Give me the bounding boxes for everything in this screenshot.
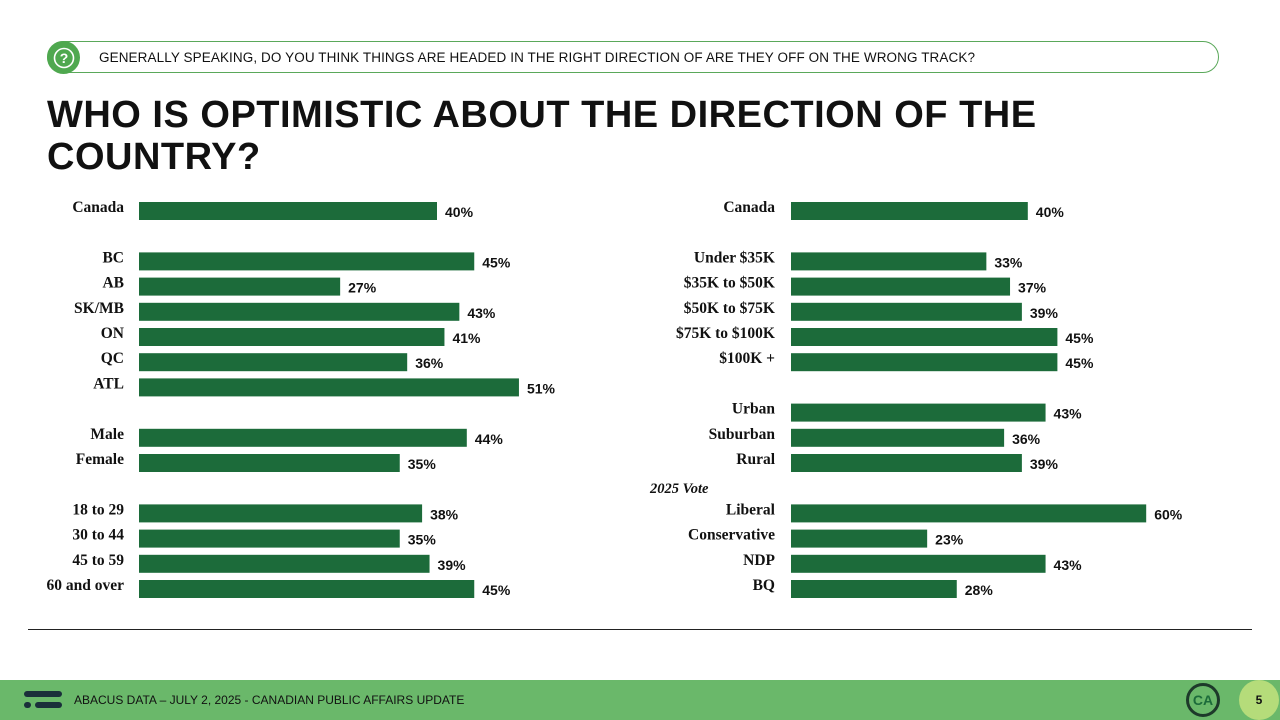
value-label-atl: 51% <box>527 380 556 396</box>
row-label-100k: $100K + <box>719 350 775 367</box>
value-label-female: 35% <box>408 456 437 472</box>
row-label-on: ON <box>101 325 124 342</box>
bar-50k-to-75k <box>791 302 1022 321</box>
value-label-30-to-44: 35% <box>408 532 437 548</box>
bar-female <box>139 454 400 472</box>
value-label-qc: 36% <box>415 355 444 371</box>
row-label-45-to-59: 45 to 59 <box>72 552 124 569</box>
value-label-60-and-over: 45% <box>482 582 511 598</box>
bar-rural <box>791 454 1022 472</box>
value-label-ndp: 43% <box>1054 557 1083 573</box>
footer-text: ABACUS DATA – JULY 2, 2025 - CANADIAN PU… <box>74 693 465 707</box>
value-label-suburban: 36% <box>1012 431 1041 447</box>
value-label-75k-to-100k: 45% <box>1065 330 1094 346</box>
question-circle-icon: ? <box>47 41 80 74</box>
bar-under-35k <box>791 252 987 271</box>
value-label-bq: 28% <box>965 582 994 598</box>
page-number: 5 <box>1239 680 1279 720</box>
row-label-canada: Canada <box>72 199 124 216</box>
abacus-logo-icon <box>24 689 64 716</box>
bar-75k-to-100k <box>791 328 1058 346</box>
bar-canada <box>791 202 1028 220</box>
brand-badge: CA <box>1186 683 1220 717</box>
row-label-canada: Canada <box>723 199 775 216</box>
bar-60-and-over <box>139 580 475 598</box>
divider <box>28 629 1252 630</box>
row-label-male: Male <box>90 426 124 443</box>
row-label-urban: Urban <box>732 401 775 418</box>
footer <box>0 680 1280 720</box>
value-label-conservative: 23% <box>935 532 964 548</box>
value-label-urban: 43% <box>1054 406 1083 422</box>
bar-ndp <box>791 554 1046 573</box>
bar-30-to-44 <box>139 529 400 548</box>
group-label: 2025 Vote <box>649 481 709 497</box>
row-label-50k-to-75k: $50K to $75K <box>684 300 775 317</box>
row-label-female: Female <box>76 451 124 468</box>
row-label-rural: Rural <box>736 451 775 468</box>
row-label-75k-to-100k: $75K to $100K <box>676 325 775 342</box>
bar-liberal <box>791 504 1147 523</box>
bar-urban <box>791 403 1046 422</box>
value-label-under-35k: 33% <box>994 254 1023 270</box>
row-label-under-35k: Under $35K <box>694 249 775 266</box>
bar-bq <box>791 580 957 598</box>
value-label-on: 41% <box>452 330 481 346</box>
value-label-canada: 40% <box>1036 204 1065 220</box>
bar-male <box>139 428 467 447</box>
value-label-ab: 27% <box>348 280 377 296</box>
bar-qc <box>139 353 408 372</box>
value-label-bc: 45% <box>482 254 511 270</box>
bar-bc <box>139 252 475 271</box>
bar-100k <box>791 353 1058 372</box>
row-label-18-to-29: 18 to 29 <box>72 501 124 518</box>
row-label-bc: BC <box>102 249 124 266</box>
row-label-atl: ATL <box>93 375 124 392</box>
bar-ab <box>139 277 341 296</box>
value-label-canada: 40% <box>445 204 474 220</box>
row-label-60-and-over: 60 and over <box>47 577 125 594</box>
bar-atl <box>139 378 519 397</box>
value-label-100k: 45% <box>1065 355 1094 371</box>
row-label-qc: QC <box>101 350 124 367</box>
row-label-ab: AB <box>102 275 124 292</box>
value-label-sk-mb: 43% <box>467 305 496 321</box>
row-label-35k-to-50k: $35K to $50K <box>684 275 775 292</box>
value-label-male: 44% <box>475 431 504 447</box>
question-text: GENERALLY SPEAKING, DO YOU THINK THINGS … <box>99 50 976 65</box>
value-label-liberal: 60% <box>1154 506 1183 522</box>
bar-45-to-59 <box>139 554 430 573</box>
bar-conservative <box>791 529 928 548</box>
row-label-suburban: Suburban <box>709 426 776 443</box>
bar-canada <box>139 202 437 220</box>
row-label-30-to-44: 30 to 44 <box>72 527 124 544</box>
bar-sk-mb <box>139 302 460 321</box>
row-label-liberal: Liberal <box>726 501 776 518</box>
bar-charts: Canada 40% BC 45% AB 27% SK/MB 43% ON 41% QC 36% ATL… <box>47 199 1183 598</box>
row-label-ndp: NDP <box>743 552 775 569</box>
svg-text:?: ? <box>59 50 68 66</box>
bar-18-to-29 <box>139 504 423 523</box>
value-label-45-to-59: 39% <box>438 557 467 573</box>
value-label-rural: 39% <box>1030 456 1059 472</box>
bar-35k-to-50k <box>791 277 1011 296</box>
page-title: WHO IS OPTIMISTIC ABOUT THE DIRECTION OF… <box>47 94 1037 178</box>
row-label-sk-mb: SK/MB <box>74 300 124 317</box>
row-label-conservative: Conservative <box>688 527 775 544</box>
row-label-bq: BQ <box>753 577 775 594</box>
value-label-50k-to-75k: 39% <box>1030 305 1059 321</box>
bar-on <box>139 328 445 346</box>
value-label-18-to-29: 38% <box>430 506 459 522</box>
bar-suburban <box>791 428 1005 447</box>
value-label-35k-to-50k: 37% <box>1018 280 1047 296</box>
